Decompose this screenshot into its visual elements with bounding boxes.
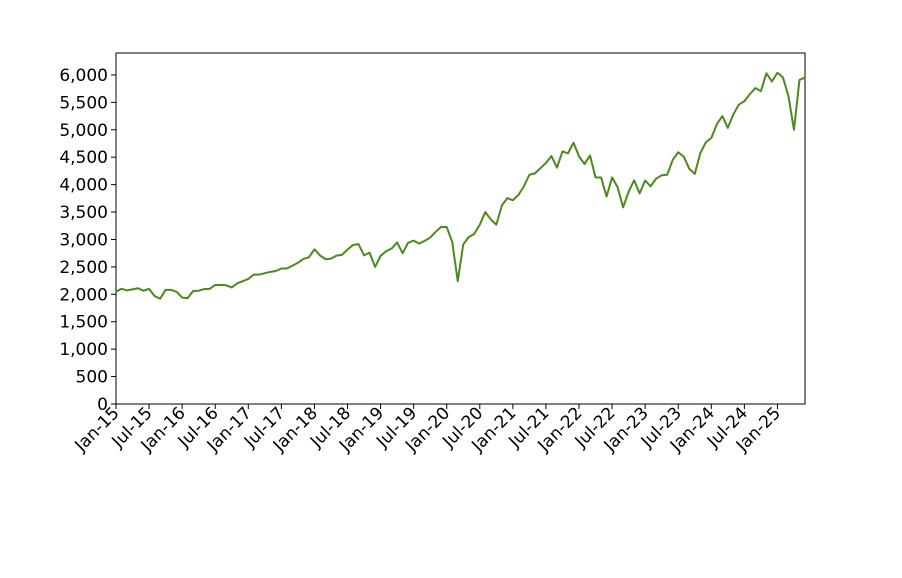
data-line	[115, 71, 806, 300]
y-tick-label: 3,500	[59, 203, 108, 223]
y-tick-label: 1,000	[59, 340, 108, 360]
y-tick-label: 4,500	[59, 148, 108, 168]
y-tick-label: 1,500	[59, 313, 108, 333]
plot-frame	[115, 52, 806, 405]
y-tick-label: 3,000	[59, 230, 108, 250]
y-tick-label: 5,500	[59, 93, 108, 113]
y-tick-label: 2,500	[59, 258, 108, 278]
y-tick-label: 500	[76, 368, 108, 388]
y-tick-label: 5,000	[59, 121, 108, 141]
y-tick-label: 6,000	[59, 66, 108, 86]
y-tick-label: 4,000	[59, 176, 108, 196]
y-tick-label: 0	[97, 395, 108, 415]
y-tick-label: 2,000	[59, 285, 108, 305]
